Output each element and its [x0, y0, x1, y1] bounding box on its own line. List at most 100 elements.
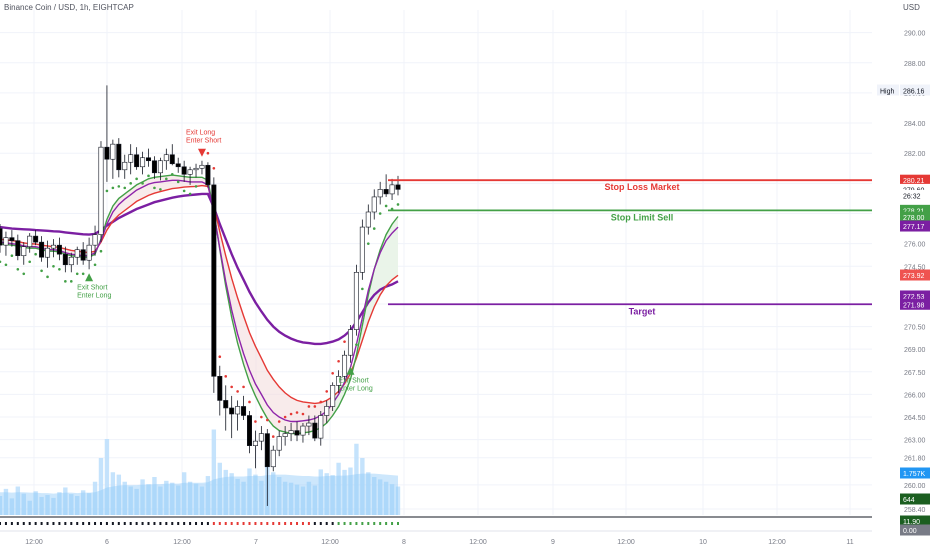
price-badge [900, 204, 930, 216]
candle[interactable] [246, 415, 252, 446]
stop-dot [46, 275, 49, 279]
candle[interactable] [163, 154, 169, 162]
candle[interactable] [62, 253, 68, 266]
candle[interactable] [21, 246, 27, 257]
candle[interactable] [395, 184, 401, 190]
candle[interactable] [110, 143, 116, 160]
candle[interactable] [312, 422, 318, 439]
candle[interactable] [9, 237, 15, 241]
candle[interactable] [377, 189, 383, 198]
stop-dot [260, 415, 263, 419]
candle[interactable] [104, 146, 110, 160]
candle[interactable] [365, 211, 371, 228]
momentum-dot [94, 522, 97, 525]
candle[interactable] [33, 235, 39, 243]
candle[interactable] [0, 228, 3, 246]
stop-dot [10, 254, 14, 258]
candle[interactable] [294, 430, 300, 436]
volume-bar [223, 469, 228, 515]
candle[interactable] [116, 143, 122, 171]
candle[interactable] [80, 249, 86, 261]
candle[interactable] [324, 406, 330, 416]
volume-bar [33, 491, 38, 515]
candle[interactable] [241, 406, 247, 416]
candle[interactable] [371, 196, 377, 213]
candle[interactable] [330, 385, 336, 407]
time-tick-label: 12:00 [617, 539, 635, 546]
candle[interactable] [68, 256, 74, 266]
candle[interactable] [306, 422, 312, 427]
candle[interactable] [276, 436, 282, 451]
candle[interactable] [181, 166, 187, 175]
candle[interactable] [318, 415, 324, 439]
volume-bar [336, 462, 341, 515]
candle[interactable] [359, 226, 365, 273]
candle[interactable] [282, 433, 288, 437]
candle[interactable] [211, 184, 217, 377]
candle[interactable] [205, 164, 211, 186]
candle[interactable] [157, 160, 163, 174]
candle[interactable] [336, 376, 342, 386]
candle[interactable] [288, 430, 294, 434]
candle[interactable] [353, 271, 359, 330]
momentum-dot [343, 522, 346, 525]
momentum-dot [242, 522, 245, 525]
candle[interactable] [56, 244, 62, 255]
candle[interactable] [134, 154, 140, 168]
candle[interactable] [347, 329, 353, 356]
price-badge-label: 277.17 [903, 224, 925, 231]
stop-dot [64, 280, 67, 283]
high-value: 286.16 [903, 88, 925, 95]
candle[interactable] [50, 244, 56, 249]
candle[interactable] [383, 189, 389, 195]
candle[interactable] [175, 163, 181, 168]
volume-bar [259, 480, 264, 515]
candle[interactable] [92, 234, 98, 246]
candle[interactable] [223, 400, 229, 409]
momentum-dot [153, 522, 156, 525]
candle[interactable] [128, 154, 134, 163]
candle[interactable] [389, 184, 395, 195]
candle[interactable] [187, 169, 193, 175]
candle[interactable] [235, 406, 241, 415]
volume-bar [300, 486, 306, 515]
candle[interactable] [74, 249, 80, 258]
stop-dot [289, 412, 293, 416]
candle[interactable] [264, 433, 270, 468]
candle[interactable] [300, 425, 306, 436]
candle[interactable] [122, 161, 128, 171]
signal-label: Exit Long [186, 130, 215, 137]
candle[interactable] [15, 240, 21, 257]
candle[interactable] [45, 247, 51, 258]
candle[interactable] [258, 433, 264, 442]
signal-up-arrow [346, 366, 355, 375]
stop-dot [147, 174, 150, 178]
candle[interactable] [140, 157, 146, 168]
time-tick-label: 9 [551, 539, 555, 546]
price-badge-label: 272.53 [903, 294, 925, 301]
candle[interactable] [270, 449, 276, 468]
stop-dot [141, 182, 144, 185]
candle[interactable] [229, 407, 235, 415]
candle[interactable] [27, 235, 33, 247]
candle[interactable] [193, 167, 199, 171]
candle[interactable] [199, 164, 205, 169]
stop-dot [22, 272, 26, 276]
candle[interactable] [98, 146, 104, 235]
candle[interactable] [3, 237, 9, 246]
candle[interactable] [342, 354, 348, 377]
candle[interactable] [86, 244, 92, 261]
candle[interactable] [146, 157, 152, 162]
candle[interactable] [217, 376, 223, 401]
stop-dot [224, 375, 228, 378]
stop-dot [111, 186, 115, 190]
candle[interactable] [39, 241, 45, 258]
candle[interactable] [169, 154, 175, 165]
time-tick-label: 10 [699, 539, 707, 546]
price-tick-label: 267.50 [904, 370, 926, 377]
high-label: High [880, 88, 895, 95]
candle[interactable] [252, 440, 258, 446]
candle[interactable] [151, 160, 157, 174]
